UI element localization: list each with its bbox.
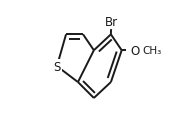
Text: S: S bbox=[53, 60, 61, 73]
Text: O: O bbox=[131, 44, 140, 57]
Text: CH₃: CH₃ bbox=[142, 46, 161, 56]
Text: Br: Br bbox=[105, 16, 118, 28]
